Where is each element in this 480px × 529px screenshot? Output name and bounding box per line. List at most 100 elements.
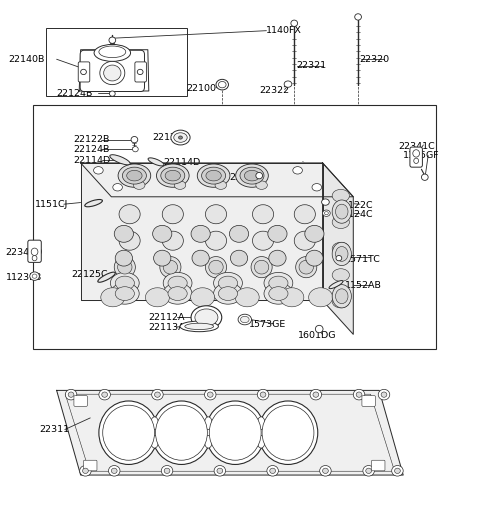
Ellipse shape bbox=[235, 288, 259, 307]
Ellipse shape bbox=[94, 44, 131, 61]
Text: 22114D: 22114D bbox=[73, 156, 110, 166]
Text: 22341C: 22341C bbox=[398, 141, 435, 151]
Bar bbox=[46, 28, 187, 96]
Ellipse shape bbox=[257, 389, 269, 400]
Ellipse shape bbox=[137, 69, 143, 75]
Ellipse shape bbox=[99, 401, 158, 464]
FancyBboxPatch shape bbox=[84, 460, 97, 471]
Text: 22125A: 22125A bbox=[229, 173, 266, 183]
Ellipse shape bbox=[205, 257, 227, 278]
Ellipse shape bbox=[353, 389, 365, 400]
Ellipse shape bbox=[185, 323, 214, 330]
Text: 1152AB: 1152AB bbox=[345, 281, 382, 290]
Ellipse shape bbox=[269, 276, 288, 290]
Ellipse shape bbox=[109, 91, 115, 96]
Text: 22100: 22100 bbox=[186, 84, 216, 94]
Ellipse shape bbox=[251, 257, 272, 278]
Ellipse shape bbox=[101, 288, 125, 307]
Text: 1571TC: 1571TC bbox=[345, 254, 381, 264]
Text: 22341D: 22341D bbox=[6, 248, 43, 258]
Ellipse shape bbox=[110, 154, 130, 165]
Ellipse shape bbox=[214, 272, 242, 294]
Ellipse shape bbox=[163, 260, 178, 274]
Ellipse shape bbox=[191, 306, 222, 329]
Ellipse shape bbox=[148, 158, 164, 166]
Ellipse shape bbox=[32, 256, 37, 261]
Ellipse shape bbox=[68, 392, 74, 397]
Ellipse shape bbox=[336, 256, 342, 261]
Ellipse shape bbox=[252, 231, 274, 250]
Ellipse shape bbox=[152, 389, 163, 400]
Ellipse shape bbox=[257, 435, 265, 448]
Ellipse shape bbox=[332, 269, 349, 281]
Ellipse shape bbox=[264, 272, 293, 294]
Ellipse shape bbox=[267, 466, 278, 476]
Ellipse shape bbox=[31, 248, 38, 256]
Ellipse shape bbox=[392, 466, 403, 476]
Ellipse shape bbox=[257, 417, 265, 430]
Ellipse shape bbox=[145, 288, 169, 307]
Ellipse shape bbox=[133, 181, 145, 189]
Ellipse shape bbox=[256, 172, 263, 179]
Ellipse shape bbox=[168, 287, 187, 300]
Ellipse shape bbox=[244, 170, 260, 181]
FancyBboxPatch shape bbox=[74, 396, 87, 406]
Ellipse shape bbox=[258, 401, 318, 464]
Ellipse shape bbox=[291, 20, 298, 26]
Ellipse shape bbox=[332, 285, 351, 308]
Ellipse shape bbox=[421, 174, 428, 180]
Ellipse shape bbox=[256, 181, 267, 189]
Text: 22322: 22322 bbox=[259, 86, 289, 96]
Ellipse shape bbox=[98, 272, 115, 282]
Ellipse shape bbox=[332, 200, 351, 223]
Ellipse shape bbox=[204, 417, 212, 430]
Ellipse shape bbox=[284, 81, 292, 87]
Ellipse shape bbox=[161, 466, 173, 476]
Ellipse shape bbox=[163, 272, 192, 294]
Ellipse shape bbox=[122, 167, 146, 184]
Ellipse shape bbox=[165, 170, 180, 181]
Ellipse shape bbox=[180, 321, 218, 332]
Ellipse shape bbox=[238, 314, 252, 325]
Ellipse shape bbox=[152, 401, 211, 464]
Ellipse shape bbox=[202, 167, 226, 184]
Ellipse shape bbox=[366, 468, 372, 473]
Text: 22122C: 22122C bbox=[336, 200, 372, 210]
Ellipse shape bbox=[204, 389, 216, 400]
Ellipse shape bbox=[206, 170, 221, 181]
Ellipse shape bbox=[156, 405, 207, 460]
Ellipse shape bbox=[100, 61, 125, 85]
Ellipse shape bbox=[310, 389, 322, 400]
Ellipse shape bbox=[306, 250, 323, 266]
Ellipse shape bbox=[131, 136, 138, 143]
Text: 22124B: 22124B bbox=[57, 88, 93, 98]
Ellipse shape bbox=[207, 392, 213, 397]
Ellipse shape bbox=[195, 309, 218, 326]
Ellipse shape bbox=[99, 46, 126, 58]
Ellipse shape bbox=[395, 468, 400, 473]
Ellipse shape bbox=[119, 205, 140, 224]
Ellipse shape bbox=[132, 147, 138, 152]
Ellipse shape bbox=[252, 205, 274, 224]
Ellipse shape bbox=[174, 181, 186, 189]
Ellipse shape bbox=[414, 158, 419, 163]
Ellipse shape bbox=[115, 250, 132, 266]
Ellipse shape bbox=[111, 468, 117, 473]
Text: 1601DG: 1601DG bbox=[298, 331, 336, 340]
Ellipse shape bbox=[236, 164, 268, 187]
Ellipse shape bbox=[214, 466, 226, 476]
Polygon shape bbox=[81, 163, 353, 197]
Ellipse shape bbox=[268, 225, 287, 242]
Ellipse shape bbox=[336, 247, 348, 261]
FancyBboxPatch shape bbox=[410, 147, 422, 167]
FancyBboxPatch shape bbox=[135, 62, 146, 82]
Ellipse shape bbox=[209, 405, 261, 460]
Text: 22124C: 22124C bbox=[336, 210, 372, 220]
Ellipse shape bbox=[204, 435, 212, 448]
Ellipse shape bbox=[229, 225, 249, 242]
Text: 1573GE: 1573GE bbox=[249, 320, 286, 330]
Ellipse shape bbox=[270, 468, 276, 473]
Ellipse shape bbox=[299, 260, 313, 274]
Ellipse shape bbox=[305, 225, 324, 242]
Ellipse shape bbox=[119, 231, 140, 250]
